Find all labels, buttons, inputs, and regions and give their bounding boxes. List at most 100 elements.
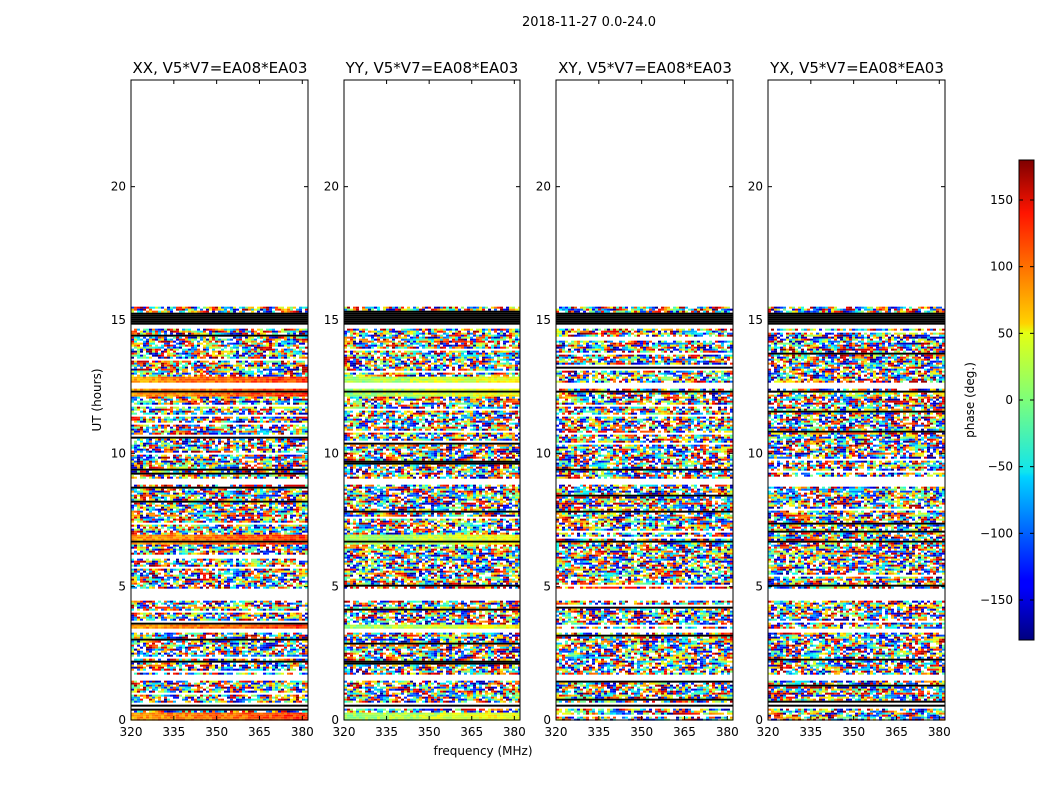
heat-cell: [173, 504, 176, 507]
heat-cell: [134, 494, 137, 497]
heat-cell: [302, 356, 305, 359]
heat-cell: [257, 544, 260, 547]
heat-cell: [203, 532, 206, 535]
heat-cell: [257, 308, 260, 311]
heat-cell: [272, 568, 275, 571]
heat-cell: [266, 336, 269, 339]
heat-cell: [164, 510, 167, 513]
heat-cell: [206, 538, 209, 541]
heat-cell: [149, 342, 152, 345]
heat-cell: [161, 456, 164, 459]
heat-cell: [197, 526, 200, 529]
heat-cell: [149, 406, 152, 409]
heat-cell: [281, 514, 284, 517]
heat-cell: [146, 380, 149, 383]
heat-cell: [293, 536, 296, 539]
heat-cell: [209, 378, 212, 381]
heat-cell: [293, 532, 296, 535]
heat-cell: [284, 464, 287, 467]
heat-cell: [197, 446, 200, 449]
heat-cell: [218, 568, 221, 571]
heat-cell: [200, 510, 203, 513]
heat-cell: [152, 490, 155, 493]
heat-cell: [299, 508, 302, 511]
heat-cell: [200, 332, 203, 335]
heat-cell: [236, 488, 239, 491]
heat-cell: [173, 424, 176, 427]
heat-cell: [197, 448, 200, 451]
heat-cell: [143, 508, 146, 511]
heat-cell: [278, 464, 281, 467]
heat-cell: [263, 484, 266, 487]
heat-cell: [242, 432, 245, 435]
heat-cell: [266, 518, 269, 521]
heat-cell: [251, 426, 254, 429]
heat-cell: [293, 310, 296, 313]
heat-cell: [239, 356, 242, 359]
heat-cell: [209, 470, 212, 473]
heat-cell: [152, 530, 155, 533]
heat-cell: [200, 502, 203, 505]
heat-cell: [218, 396, 221, 399]
heat-cell: [161, 388, 164, 391]
heat-cell: [212, 402, 215, 405]
heat-cell: [269, 338, 272, 341]
heat-cell: [260, 458, 263, 461]
heat-cell: [203, 568, 206, 571]
heat-cell: [140, 498, 143, 501]
heat-cell: [197, 310, 200, 313]
heat-cell: [194, 474, 197, 477]
heat-cell: [281, 410, 284, 413]
heat-cell: [152, 410, 155, 413]
heat-cell: [263, 458, 266, 461]
heat-cell: [287, 446, 290, 449]
heat-cell: [281, 394, 284, 397]
heat-cell: [203, 410, 206, 413]
heat-cell: [281, 392, 284, 395]
heat-cell: [158, 558, 161, 561]
heat-cell: [242, 350, 245, 353]
heat-cell: [236, 354, 239, 357]
heat-cell: [284, 492, 287, 495]
heat-cell: [236, 344, 239, 347]
heat-cell: [242, 400, 245, 403]
heat-cell: [281, 462, 284, 465]
heat-cell: [227, 416, 230, 419]
heat-cell: [239, 550, 242, 553]
heat-cell: [305, 546, 308, 549]
heat-cell: [191, 530, 194, 533]
heat-cell: [296, 518, 299, 521]
heat-cell: [278, 490, 281, 493]
heat-cell: [164, 410, 167, 413]
heat-cell: [164, 458, 167, 461]
heat-cell: [230, 400, 233, 403]
heat-cell: [263, 396, 266, 399]
heat-cell: [167, 354, 170, 357]
heat-cell: [134, 408, 137, 411]
heat-cell: [248, 396, 251, 399]
heat-cell: [167, 442, 170, 445]
heat-cell: [152, 506, 155, 509]
heat-cell: [293, 558, 296, 561]
heat-cell: [188, 350, 191, 353]
heat-cell: [215, 380, 218, 383]
heat-cell: [188, 306, 191, 309]
heat-cell: [245, 428, 248, 431]
heat-cell: [266, 402, 269, 405]
heat-cell: [170, 548, 173, 551]
heat-cell: [131, 348, 134, 351]
heat-cell: [173, 448, 176, 451]
heat-cell: [170, 440, 173, 443]
heat-cell: [263, 332, 266, 335]
heat-cell: [197, 476, 200, 479]
heat-cell: [209, 536, 212, 539]
heat-cell: [260, 306, 263, 309]
heat-cell: [152, 364, 155, 367]
heat-cell: [191, 388, 194, 391]
heat-cell: [218, 550, 221, 553]
heat-cell: [254, 528, 257, 531]
heat-cell: [167, 364, 170, 367]
heat-cell: [170, 392, 173, 395]
heat-cell: [251, 428, 254, 431]
heat-cell: [185, 354, 188, 357]
